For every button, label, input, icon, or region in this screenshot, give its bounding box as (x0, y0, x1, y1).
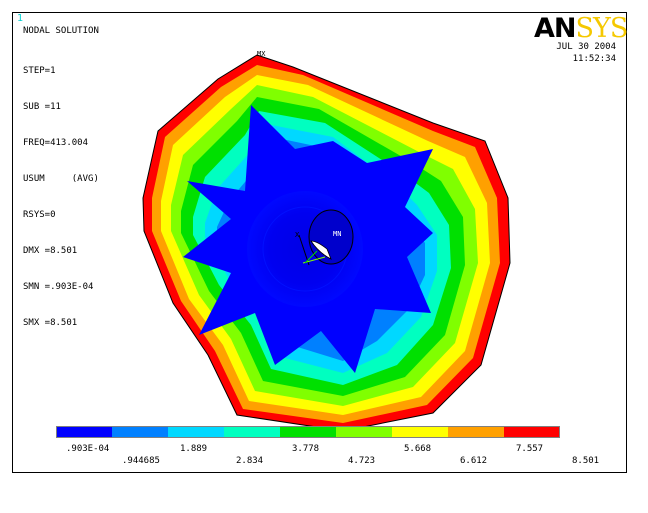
legend-swatch (392, 427, 448, 437)
legend-swatch (56, 427, 112, 437)
center-bore (308, 209, 354, 265)
info-line: FREQ=413.004 (23, 138, 89, 148)
legend-swatch (280, 427, 336, 437)
legend-swatch (448, 427, 504, 437)
logo-text-main: AN (534, 13, 576, 44)
max-marker: MX (257, 50, 266, 58)
info-line: RSYS=0 (23, 210, 56, 220)
legend-labels: .903E-04 .944685 1.889 2.834 3.778 4.723… (56, 443, 616, 473)
legend-label-top: 3.778 (292, 444, 320, 454)
solution-title: NODAL SOLUTION (23, 26, 99, 36)
info-line: DMX =8.501 (23, 246, 78, 256)
legend-label-bottom: .944685 (122, 456, 160, 466)
window-number: 1 (17, 13, 24, 24)
ansys-logo: ANSYS (534, 13, 629, 44)
legend-label-bottom: 4.723 (348, 456, 376, 466)
color-legend: .903E-04 .944685 1.889 2.834 3.778 4.723… (56, 424, 616, 473)
legend-label-bottom: 2.834 (236, 456, 264, 466)
legend-label-top: 1.889 (180, 444, 208, 454)
legend-bar (56, 426, 560, 438)
legend-label-top: 5.668 (404, 444, 432, 454)
legend-swatch (504, 427, 560, 437)
plot-time: 11:52:34 (572, 54, 616, 64)
legend-border (56, 426, 560, 438)
info-line: USUM (AVG) (23, 174, 99, 184)
legend-label-bottom: 6.612 (460, 456, 488, 466)
legend-label-top: .903E-04 (66, 444, 110, 454)
legend-label-top: 7.557 (516, 444, 544, 454)
contour-plot: MX MN X (142, 50, 511, 432)
bore-highlight (310, 240, 332, 260)
legend-swatch (336, 427, 392, 437)
legend-label-bottom: 8.501 (572, 456, 600, 466)
plot-date: JUL 30 2004 (556, 42, 616, 52)
solution-info: STEP=1 SUB =11 FREQ=413.004 USUM (AVG) R… (23, 41, 99, 353)
graphics-window: 1 NODAL SOLUTION STEP=1 SUB =11 FREQ=413… (12, 12, 629, 473)
info-line: STEP=1 (23, 66, 56, 76)
logo-text-accent: SYS (575, 13, 629, 44)
info-line: SUB =11 (23, 102, 61, 112)
info-line: SMN =.903E-04 (23, 282, 94, 292)
axis-x-label: X (295, 231, 300, 239)
min-marker: MN (333, 230, 341, 238)
info-line: SMX =8.501 (23, 318, 78, 328)
legend-swatch (168, 427, 224, 437)
legend-swatch (112, 427, 168, 437)
axis-line (304, 250, 318, 264)
legend-swatch (224, 427, 280, 437)
